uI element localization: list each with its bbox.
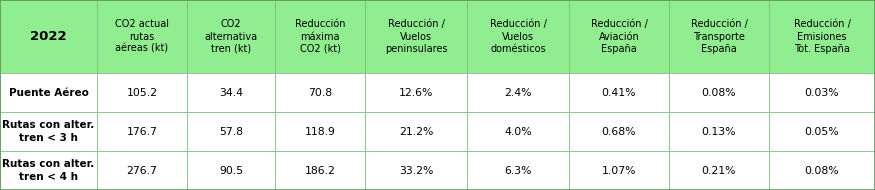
Bar (365, 151, 467, 190)
Text: 0.08%: 0.08% (702, 88, 737, 98)
Bar (187, 151, 275, 190)
Text: 2022: 2022 (30, 30, 66, 43)
Bar (569, 112, 669, 151)
Text: CO2
alternativa
tren (kt): CO2 alternativa tren (kt) (205, 19, 257, 54)
Text: 33.2%: 33.2% (399, 165, 433, 176)
Text: 1.07%: 1.07% (602, 165, 636, 176)
Text: Reducción /
Emisiones
Tot. España: Reducción / Emisiones Tot. España (794, 19, 850, 54)
Text: 57.8: 57.8 (219, 127, 243, 137)
Bar (187, 0, 275, 73)
Text: Reducción /
Aviación
España: Reducción / Aviación España (591, 19, 648, 54)
Text: 90.5: 90.5 (219, 165, 243, 176)
Text: 12.6%: 12.6% (399, 88, 433, 98)
Text: Rutas con alter.
tren < 3 h: Rutas con alter. tren < 3 h (3, 120, 94, 143)
Text: 276.7: 276.7 (127, 165, 158, 176)
Bar (467, 112, 569, 151)
Text: 105.2: 105.2 (127, 88, 158, 98)
Text: 0.05%: 0.05% (805, 127, 839, 137)
Text: Rutas con alter.
tren < 4 h: Rutas con alter. tren < 4 h (3, 159, 94, 182)
Bar (669, 0, 769, 73)
Bar (769, 0, 875, 73)
Bar (467, 0, 569, 73)
Bar (669, 73, 769, 112)
Text: 6.3%: 6.3% (504, 165, 532, 176)
Bar (769, 73, 875, 112)
Text: 176.7: 176.7 (127, 127, 158, 137)
Bar (97, 151, 187, 190)
Bar (769, 151, 875, 190)
Text: 0.41%: 0.41% (602, 88, 636, 98)
Bar (187, 73, 275, 112)
Bar (467, 151, 569, 190)
Text: 4.0%: 4.0% (504, 127, 532, 137)
Bar (275, 112, 365, 151)
Text: 186.2: 186.2 (304, 165, 335, 176)
Text: Reducción /
Transporte
España: Reducción / Transporte España (690, 19, 747, 54)
Text: Reducción /
Vuelos
peninsulares: Reducción / Vuelos peninsulares (385, 19, 447, 54)
Bar (0, 0, 97, 73)
Bar (97, 0, 187, 73)
Text: 2.4%: 2.4% (504, 88, 532, 98)
Text: Puente Aéreo: Puente Aéreo (9, 88, 88, 98)
Bar (275, 151, 365, 190)
Bar (669, 151, 769, 190)
Bar (0, 73, 97, 112)
Bar (0, 151, 97, 190)
Bar (669, 112, 769, 151)
Text: 70.8: 70.8 (308, 88, 332, 98)
Text: 34.4: 34.4 (219, 88, 243, 98)
Bar (97, 112, 187, 151)
Text: 0.68%: 0.68% (602, 127, 636, 137)
Text: Reducción
máxima
CO2 (kt): Reducción máxima CO2 (kt) (295, 19, 346, 54)
Bar (275, 73, 365, 112)
Text: 0.03%: 0.03% (805, 88, 839, 98)
Bar (187, 112, 275, 151)
Bar (97, 73, 187, 112)
Bar (365, 73, 467, 112)
Text: Reducción /
Vuelos
domésticos: Reducción / Vuelos domésticos (490, 19, 546, 54)
Text: 21.2%: 21.2% (399, 127, 433, 137)
Text: 0.13%: 0.13% (702, 127, 736, 137)
Bar (0, 112, 97, 151)
Bar (467, 73, 569, 112)
Bar (365, 112, 467, 151)
Bar (769, 112, 875, 151)
Bar (275, 0, 365, 73)
Bar (365, 0, 467, 73)
Text: 0.08%: 0.08% (805, 165, 839, 176)
Bar (569, 0, 669, 73)
Text: 0.21%: 0.21% (702, 165, 736, 176)
Bar (569, 151, 669, 190)
Bar (569, 73, 669, 112)
Text: 118.9: 118.9 (304, 127, 335, 137)
Text: CO2 actual
rutas
aéreas (kt): CO2 actual rutas aéreas (kt) (115, 19, 169, 54)
